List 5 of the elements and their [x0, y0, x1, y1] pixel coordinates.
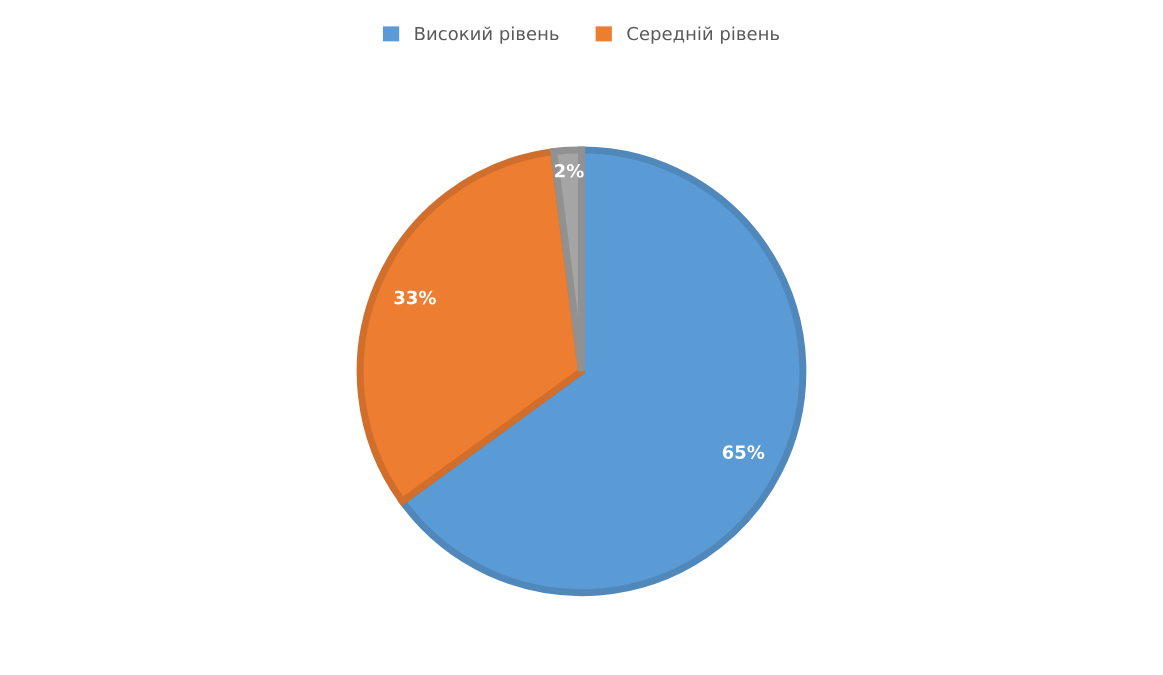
data-label: 65%: [722, 445, 765, 459]
data-label: 2%: [555, 163, 584, 178]
data-label: 33%: [394, 290, 436, 305]
legend-label: Середній рівень: [627, 26, 779, 44]
legend-label: Високий рівень: [415, 26, 559, 44]
